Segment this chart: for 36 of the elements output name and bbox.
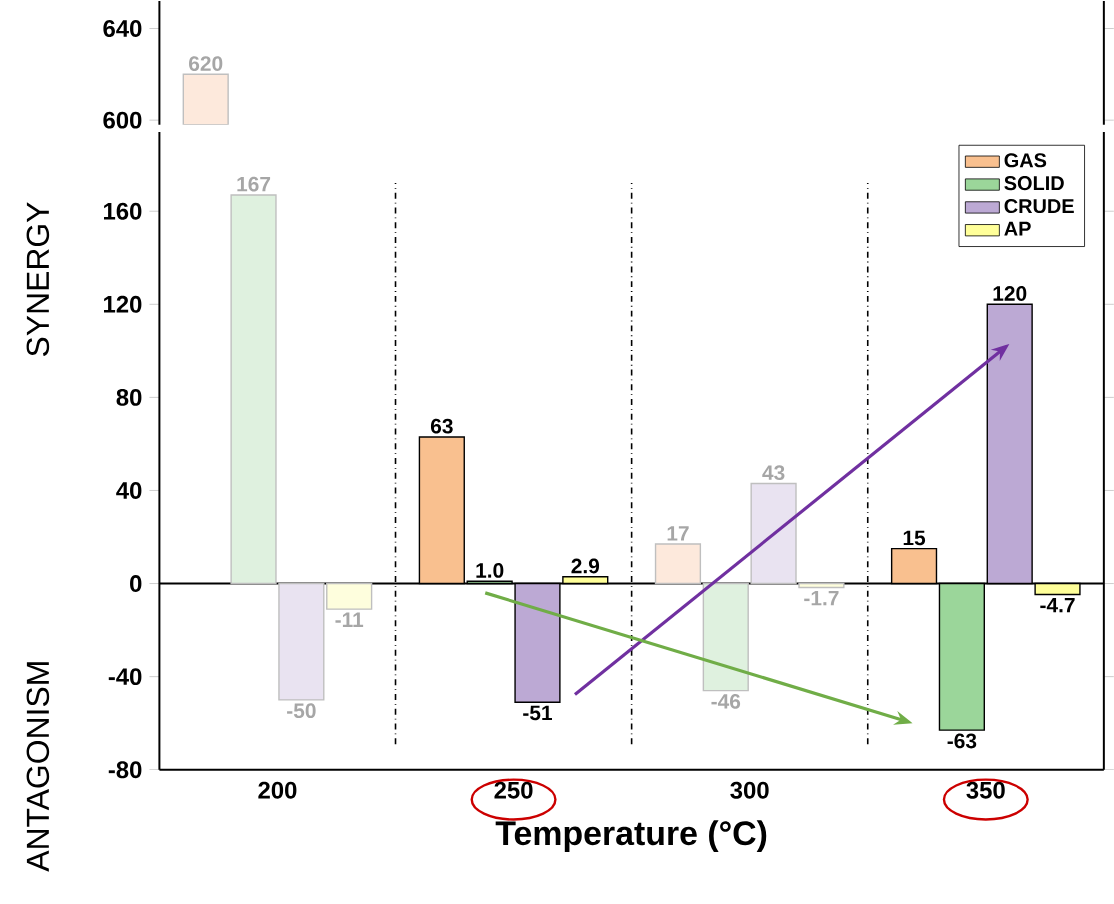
data-label: -46	[711, 693, 741, 709]
text: ANTAGONISM	[26, 662, 50, 872]
y-tick-label: 80	[116, 388, 142, 406]
data-label: 2.9	[571, 558, 600, 574]
x-tick-label: 350	[966, 781, 1005, 799]
data-label: 620	[189, 56, 223, 71]
data-label: 15	[903, 530, 926, 546]
data-label: 63	[430, 418, 453, 434]
y-axis-title: SYNERGY	[26, 202, 50, 356]
data-label: -4.7	[1040, 597, 1075, 613]
legend-label: SOLID	[1004, 176, 1064, 191]
y-tick-label: 0	[130, 575, 142, 592]
x-tick-label: 250	[494, 781, 533, 799]
y-tick-label: 160	[104, 202, 142, 220]
legend-label: GAS	[1004, 153, 1047, 168]
data-label: 17	[667, 526, 689, 541]
data-label: 1.0	[476, 562, 504, 578]
x-tick-label: 300	[730, 781, 769, 799]
data-label: -63	[947, 733, 977, 749]
y-tick-label: 120	[104, 295, 142, 313]
data-label: 167	[237, 176, 271, 192]
y-tick-label: 40	[116, 481, 142, 499]
data-label: -11	[335, 612, 364, 627]
y-tick-label: -40	[108, 668, 142, 685]
y-tick-label: -80	[108, 761, 142, 779]
legend-label: AP	[1004, 221, 1031, 236]
data-label: -1.7	[804, 590, 839, 606]
y-tick-label: 600	[103, 111, 142, 129]
data-label: 120	[993, 286, 1027, 301]
legend-label: CRUDE	[1004, 198, 1074, 213]
x-tick-label: 200	[258, 781, 297, 799]
y-tick-label: 640	[103, 19, 142, 37]
data-label: -51	[523, 705, 552, 721]
x-axis-title: Temperature (°C)	[495, 820, 767, 852]
data-label: 43	[762, 465, 785, 481]
data-label: -50	[287, 703, 316, 719]
